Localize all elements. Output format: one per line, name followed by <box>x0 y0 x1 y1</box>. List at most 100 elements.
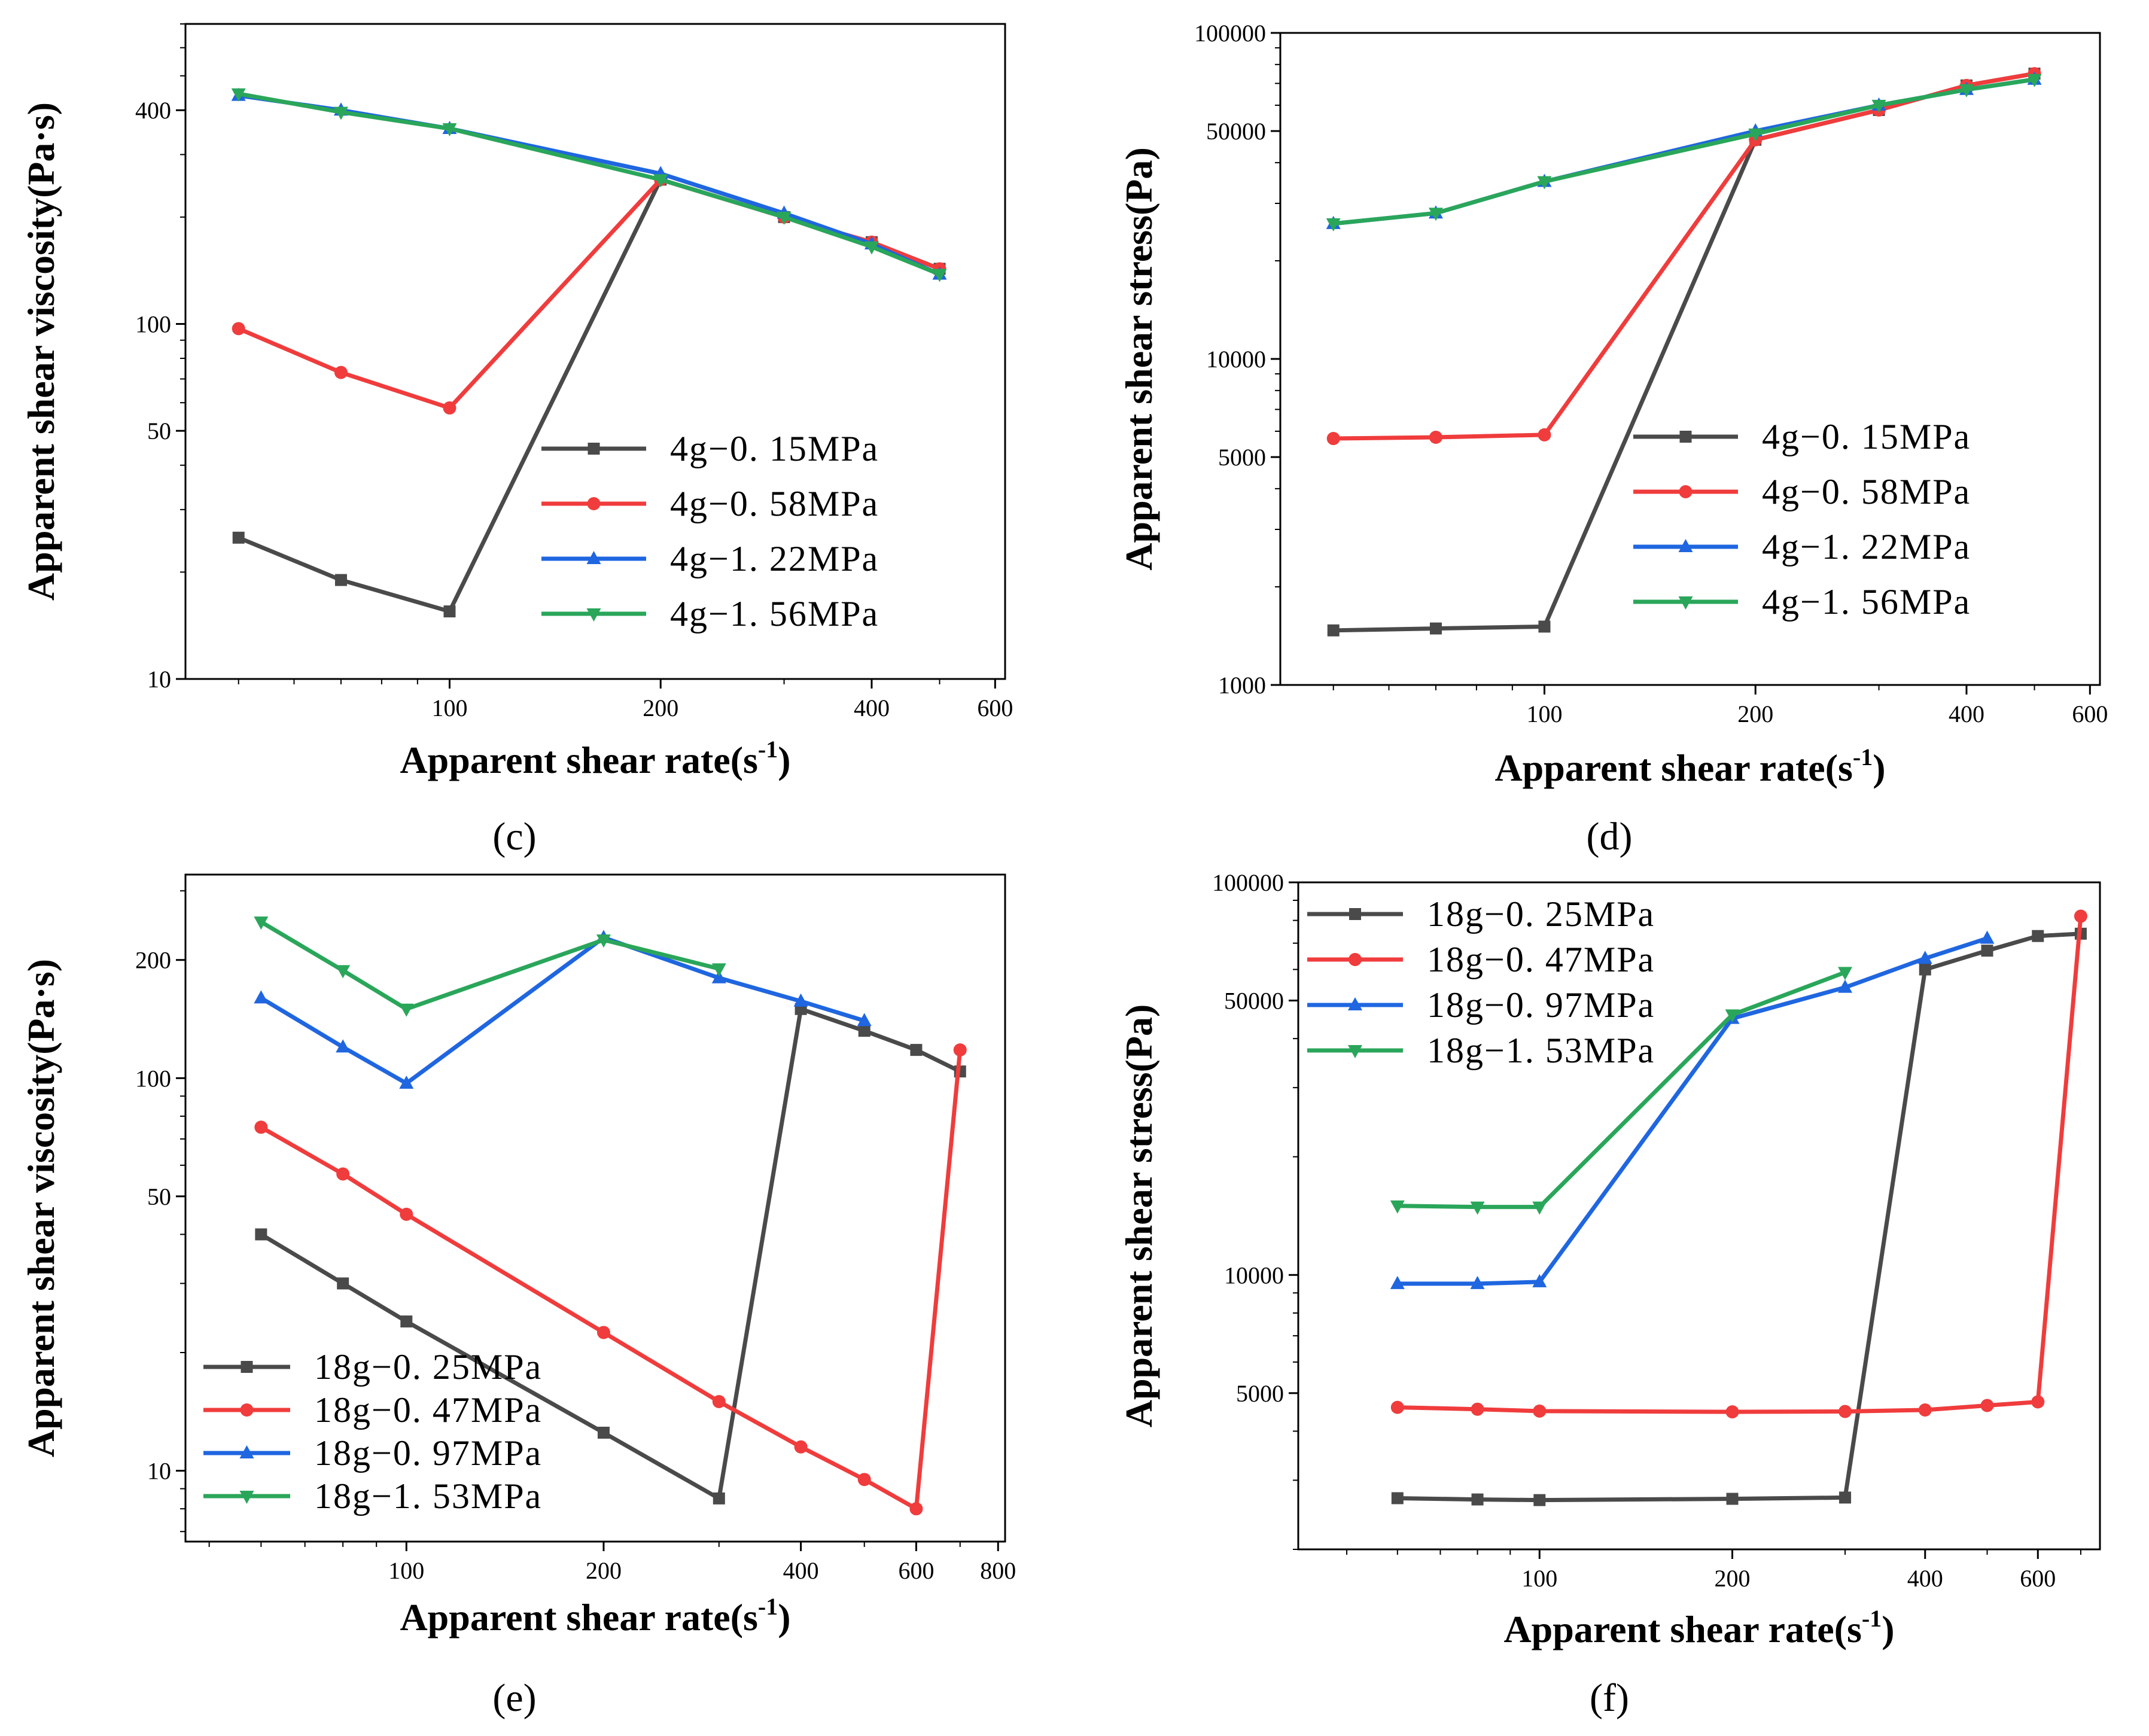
legend-label: 18g−0. 97MPa <box>1427 985 1655 1025</box>
x-axis-title-close: ) <box>1873 747 1885 789</box>
y-tick-label: 5000 <box>1218 444 1266 471</box>
marker-e-legend-s3-p0 <box>239 1491 254 1504</box>
marker-d-s3-p5 <box>1959 84 1974 98</box>
legend-d: 4g−0. 15MPa 4g−0. 58MPa 4g−1. 22MPa 4g−1. 5… <box>1633 417 1971 622</box>
marker-d-s3-p6 <box>2027 74 2042 87</box>
marker-c-s0-p2 <box>443 605 456 618</box>
marker-f-s2-p1 <box>1470 1275 1485 1289</box>
marker-f-s1-p6 <box>1980 1399 1994 1412</box>
legend-label: 4g−1. 22MPa <box>670 539 879 578</box>
plot-frame-f <box>1297 881 2101 1551</box>
x-tick-label: 400 <box>854 695 890 721</box>
x-axis-title-close: ) <box>778 739 790 781</box>
marker-d-s0-p0 <box>1327 624 1340 636</box>
marker-e-s1-p5 <box>794 1440 808 1454</box>
y-tick-label: 400 <box>135 97 171 124</box>
y-axis-title: Apparent shear viscosity(Pa·s) <box>20 102 62 601</box>
marker-f-s0-p3 <box>1726 1493 1739 1505</box>
marker-f-s3-p3 <box>1725 1009 1740 1023</box>
x-axis-title-main: Apparent shear rate <box>400 1596 730 1638</box>
marker-d-s3-p2 <box>1537 176 1552 190</box>
plot-frame-c <box>184 23 1006 680</box>
marker-e-s3-p2 <box>399 1003 414 1017</box>
marker-e-s0-p3 <box>597 1426 610 1439</box>
marker-e-s2-p1 <box>336 1039 351 1053</box>
legend-label: 4g−1. 22MPa <box>1762 527 1971 567</box>
marker-d-legend-s3-p0 <box>1678 596 1693 610</box>
x-axis-title-sup: -1 <box>1853 744 1873 770</box>
marker-f-s2-p6 <box>1980 930 1995 944</box>
marker-e-s2-p4 <box>711 970 726 983</box>
y-axis-title: Apparent shear stress(Pa) <box>1118 1004 1160 1428</box>
marker-e-s1-p8 <box>953 1043 967 1057</box>
y-tick-label: 10000 <box>1224 1262 1284 1289</box>
panel-label: (e) <box>492 1676 536 1720</box>
marker-f-legend-s3-p0 <box>1348 1045 1362 1058</box>
marker-f-s2-p0 <box>1390 1275 1405 1289</box>
marker-c-s3-p3 <box>653 174 668 188</box>
x-axis-title: Apparent shear rate(s-1) <box>400 1593 790 1638</box>
x-axis-title-unit: (s <box>1834 1608 1862 1650</box>
x-tick-label: 600 <box>2020 1565 2056 1592</box>
marker-e-s3-p3 <box>596 934 611 948</box>
marker-e-s0-p7 <box>910 1044 923 1056</box>
legend-c: 4g−0. 15MPa 4g−0. 58MPa 4g−1. 22MPa 4g−1. 5… <box>541 429 879 634</box>
marker-c-s3-p4 <box>777 211 792 225</box>
marker-c-s3-p0 <box>231 88 246 102</box>
marker-d-s3-p4 <box>1871 99 1886 113</box>
marker-f-s0-p6 <box>1981 945 1993 957</box>
marker-f-s1-p3 <box>1725 1405 1739 1419</box>
marker-c-s3-p6 <box>932 269 947 282</box>
x-tick-label: 100 <box>388 1557 424 1584</box>
plot-frame-e <box>184 873 1006 1543</box>
marker-e-s0-p1 <box>337 1277 349 1290</box>
marker-c-s1-p2 <box>443 401 456 415</box>
marker-c-legend-s2-p0 <box>586 551 601 564</box>
legend-f: 18g−0. 25MPa 18g−0. 47MPa 18g−0. 97MPa 18g−… <box>1307 894 1655 1070</box>
chart-d: 100 200 400 600 1000 5000 10000 50000 100000 Appa… <box>1118 20 2108 858</box>
marker-d-s0-p2 <box>1538 620 1551 633</box>
series-line-d-3 <box>1333 77 2035 226</box>
y-tick-label: 100 <box>135 311 171 338</box>
legend-label: 4g−0. 15MPa <box>1762 417 1971 456</box>
legend-label: 18g−0. 97MPa <box>314 1433 542 1473</box>
y-tick-label: 10 <box>147 666 171 693</box>
marker-e-s3-p4 <box>711 963 726 977</box>
marker-d-s3-p3 <box>1748 128 1763 142</box>
marker-e-s0-p6 <box>858 1025 870 1037</box>
marker-f-s3-p4 <box>1838 967 1853 980</box>
panel-label: (c) <box>492 815 536 858</box>
marker-e-s2-p5 <box>793 993 808 1007</box>
marker-d-legend-s1-p0 <box>1679 485 1693 498</box>
x-tick-label: 100 <box>1526 701 1562 727</box>
marker-f-s0-p4 <box>1839 1491 1852 1504</box>
legend-label: 18g−1. 53MPa <box>1427 1031 1655 1070</box>
series-line-c-3 <box>238 92 940 276</box>
marker-f-s3-p0 <box>1390 1200 1405 1214</box>
marker-e-s1-p6 <box>857 1473 871 1487</box>
x-axis-title-unit: (s <box>1825 747 1853 789</box>
x-axis-title: Apparent shear rate(s-1) <box>1494 744 1885 789</box>
panel-label: (f) <box>1590 1676 1629 1720</box>
marker-c-s1-p0 <box>232 322 245 336</box>
marker-d-legend-s0-p0 <box>1679 431 1692 443</box>
y-tick-label: 100000 <box>1212 869 1284 896</box>
legend-label: 18g−0. 47MPa <box>1427 940 1655 979</box>
x-tick-label: 400 <box>1907 1565 1943 1592</box>
marker-c-legend-s0-p0 <box>588 443 600 455</box>
x-tick-label: 200 <box>586 1557 622 1584</box>
legend-label: 4g−0. 58MPa <box>1762 472 1971 511</box>
x-axis-title: Apparent shear rate(s-1) <box>1503 1605 1894 1650</box>
marker-f-s2-p5 <box>1917 951 1932 964</box>
marker-f-s0-p2 <box>1533 1494 1546 1506</box>
y-tick-label: 100 <box>135 1065 171 1092</box>
marker-d-legend-s2-p0 <box>1678 539 1693 552</box>
marker-c-s3-p2 <box>442 123 457 136</box>
marker-e-s1-p3 <box>596 1326 610 1339</box>
x-axis-title-sup: -1 <box>758 1593 778 1620</box>
x-tick-label: 200 <box>1737 701 1773 727</box>
marker-e-s2-p2 <box>399 1075 414 1089</box>
legend-label: 4g−1. 56MPa <box>670 594 879 634</box>
y-tick-label: 50 <box>147 1183 171 1210</box>
